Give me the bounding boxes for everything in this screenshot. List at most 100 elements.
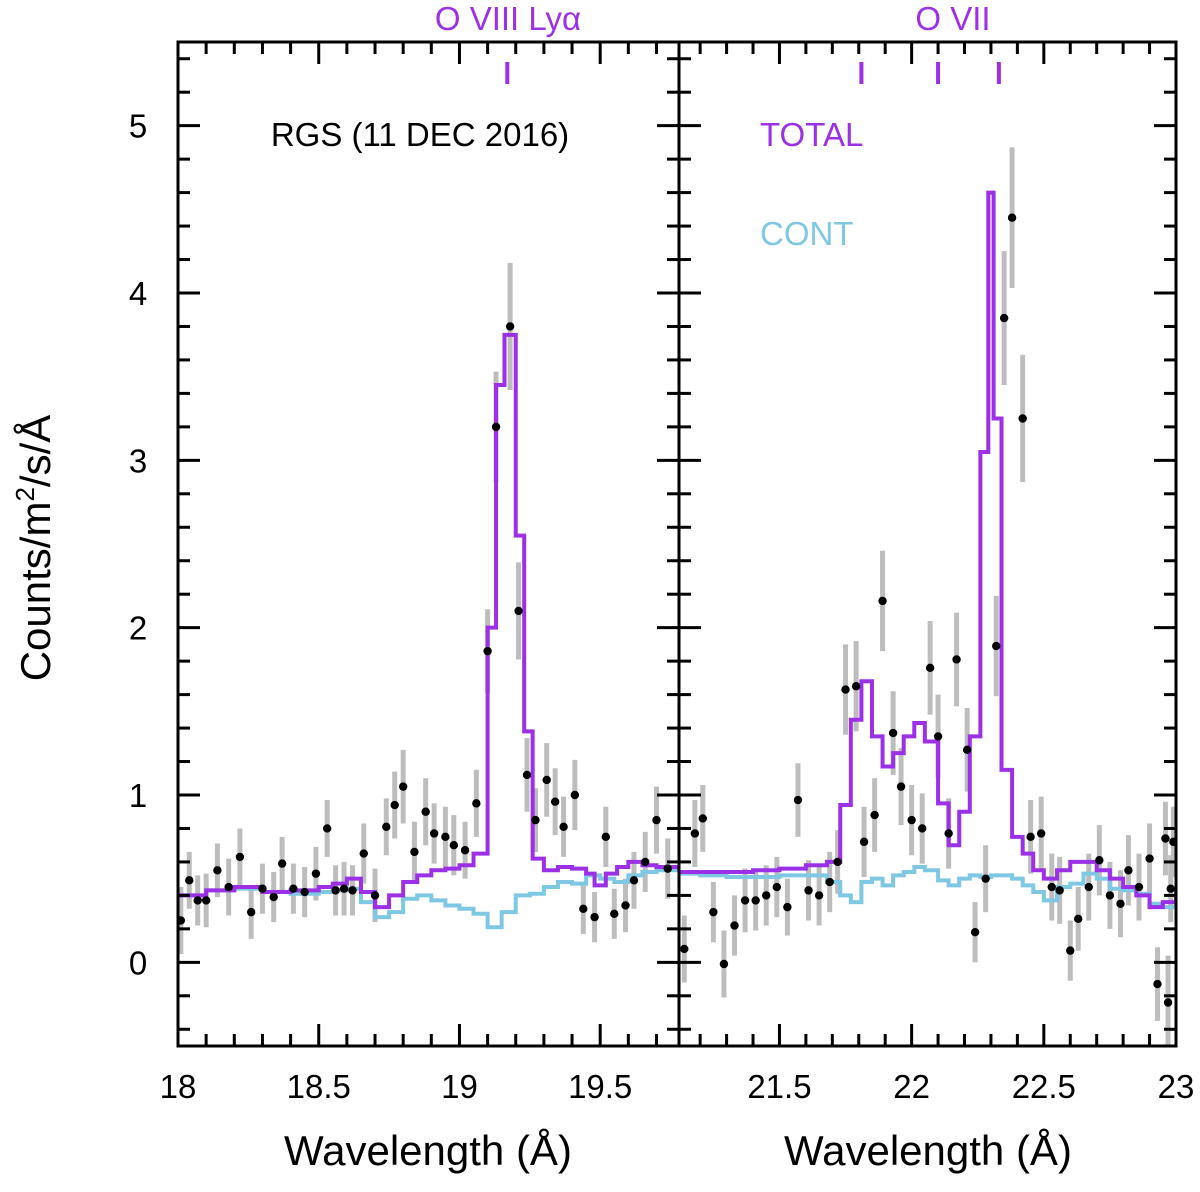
data-point — [178, 916, 186, 925]
y-tick-label: 4 — [129, 275, 147, 312]
data-point — [579, 904, 588, 913]
data-point — [348, 886, 357, 895]
panel-left: 18 18.5 19 19.5 RGS (11 DEC 2016) O VIII Ly… — [160, 0, 681, 1174]
panel-left-line-label: O VIII Lyα — [435, 0, 581, 37]
data-point — [339, 884, 349, 893]
data-point — [859, 837, 869, 847]
data-point — [610, 909, 619, 919]
data-point — [1026, 832, 1035, 842]
data-point — [311, 869, 321, 878]
y-axis-label-part-1: Counts/m — [12, 502, 59, 682]
data-point — [719, 959, 729, 969]
y-axis-tick-labels: 0 1 2 3 4 5 — [129, 108, 147, 982]
data-point — [224, 882, 233, 892]
data-point — [1018, 414, 1027, 423]
data-point — [1007, 213, 1017, 222]
x-tick-label: 18 — [160, 1068, 197, 1105]
data-point — [522, 770, 532, 780]
data-point — [1153, 979, 1162, 989]
y-tick-label: 2 — [129, 610, 147, 647]
data-point — [483, 646, 492, 656]
data-point — [213, 866, 222, 875]
data-point — [888, 728, 898, 738]
data-point — [680, 944, 689, 954]
data-point — [1095, 856, 1104, 865]
data-point — [246, 907, 256, 917]
data-point — [907, 815, 916, 825]
panel-right-x-axis-label: Wavelength (Å) — [784, 1127, 1072, 1174]
y-tick-label: 1 — [129, 777, 147, 814]
legend-cont-label: CONT — [760, 215, 854, 252]
data-point — [429, 829, 439, 838]
x-tick-label: 19.5 — [568, 1068, 632, 1105]
data-point — [258, 884, 267, 893]
y-tick-label: 5 — [129, 108, 147, 145]
data-point — [851, 682, 861, 691]
data-point — [359, 849, 368, 858]
data-point — [944, 829, 953, 838]
data-point — [999, 313, 1009, 323]
data-point — [421, 807, 430, 816]
data-point — [878, 596, 887, 606]
legend-total-label: TOTAL — [760, 116, 863, 153]
data-point — [1116, 899, 1125, 908]
data-point — [652, 815, 661, 825]
data-point — [505, 322, 515, 331]
data-point — [1161, 834, 1170, 843]
data-point — [472, 799, 481, 808]
data-point — [833, 857, 842, 867]
data-point — [590, 912, 599, 922]
panel-left-x-axis-label: Wavelength (Å) — [284, 1127, 572, 1174]
data-point — [762, 891, 771, 900]
x-tick-label: 21.5 — [747, 1068, 811, 1105]
data-point — [933, 732, 943, 741]
data-point — [751, 896, 760, 905]
data-point — [1055, 886, 1064, 895]
data-point — [1169, 837, 1176, 847]
data-point — [621, 901, 630, 910]
series-cont-line — [679, 864, 1176, 910]
data-point — [201, 896, 211, 905]
data-point — [289, 884, 298, 893]
data-point — [698, 814, 707, 823]
data-point — [550, 797, 560, 806]
x-tick-label: 18.5 — [287, 1068, 351, 1105]
y-axis-label-part-2: /s/Å — [12, 415, 59, 487]
data-point — [1145, 854, 1154, 863]
data-point — [783, 902, 792, 912]
y-axis-label: Counts/m2/s/Å — [10, 415, 59, 682]
data-point — [952, 655, 961, 664]
panel-right: 21.5 22 22.5 23 O VII TOTAL CONT Wavelength… — [677, 0, 1195, 1174]
data-point — [730, 921, 739, 930]
data-point — [841, 685, 850, 694]
panel-right-frame — [677, 40, 1178, 1048]
data-point — [449, 841, 459, 850]
data-point — [1073, 914, 1083, 924]
data-point — [992, 641, 1001, 651]
series-total-line — [679, 190, 1176, 910]
data-point — [542, 775, 551, 785]
x-tick-label: 22.5 — [1012, 1068, 1076, 1105]
data-point — [918, 824, 927, 833]
data-point — [970, 928, 980, 937]
data-point — [870, 810, 879, 820]
data-point — [690, 829, 700, 838]
data-point — [193, 896, 202, 905]
x-tick-label: 23 — [1158, 1068, 1195, 1105]
data-point — [1163, 998, 1173, 1007]
y-axis-label-superscript: 2 — [10, 487, 40, 501]
data-point — [531, 815, 540, 825]
data-point — [896, 782, 906, 791]
x-tick-label: 22 — [893, 1068, 930, 1105]
data-point — [390, 800, 399, 810]
data-point — [370, 891, 380, 900]
data-point — [962, 745, 972, 755]
data-point — [663, 864, 672, 873]
data-point — [514, 606, 523, 616]
data-point — [825, 877, 834, 887]
panel-right-line-label: O VII — [915, 0, 990, 37]
data-point — [331, 886, 340, 895]
data-point — [1166, 884, 1175, 893]
x-tick-label: 19 — [441, 1068, 478, 1105]
data-point — [570, 790, 580, 800]
